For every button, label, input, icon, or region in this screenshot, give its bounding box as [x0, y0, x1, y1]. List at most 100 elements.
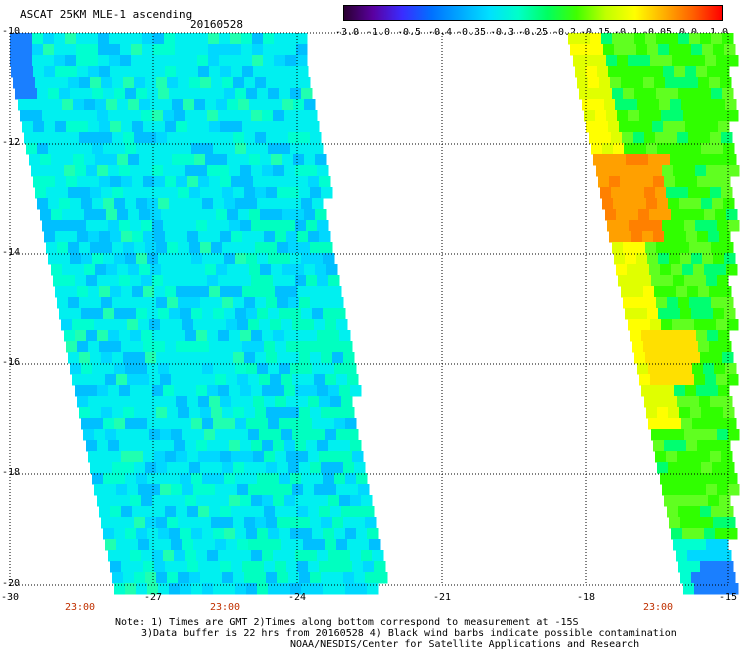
- swath-cell: [717, 275, 729, 287]
- swath-cell: [154, 121, 166, 133]
- swath-cell: [284, 495, 296, 507]
- swath-cell: [180, 418, 192, 430]
- swath-cell: [224, 308, 236, 320]
- swath-cell: [673, 429, 685, 441]
- swath-cell: [716, 55, 728, 67]
- swath-cell: [596, 165, 608, 177]
- swath-cell: [176, 506, 188, 518]
- swath-cell: [152, 330, 164, 342]
- swath-cell: [198, 176, 210, 188]
- swath-cell: [259, 374, 271, 386]
- swath-cell: [326, 264, 338, 276]
- swath-cell: [165, 396, 177, 408]
- swath-cell: [582, 99, 594, 111]
- swath-cell: [317, 495, 329, 507]
- swath-cell: [253, 341, 265, 353]
- swath-cell: [84, 99, 96, 111]
- swath-cell: [719, 440, 731, 452]
- swath-cell: [699, 132, 711, 144]
- swath-cell: [270, 429, 282, 441]
- swath-cell: [66, 231, 78, 243]
- swath-cell: [698, 550, 710, 562]
- swath-cell: [679, 407, 691, 419]
- swath-cell: [130, 330, 142, 342]
- swath-cell: [263, 55, 275, 67]
- swath-cell: [158, 253, 170, 265]
- swath-cell: [233, 242, 245, 254]
- swath-cell: [714, 363, 726, 375]
- swath-cell: [317, 330, 329, 342]
- swath-cell: [187, 66, 199, 78]
- swath-cell: [575, 66, 587, 78]
- swath-cell: [297, 231, 309, 243]
- swath-cell: [304, 209, 316, 221]
- swath-cell: [684, 484, 696, 496]
- swath-cell: [149, 539, 161, 551]
- swath-cell: [606, 55, 618, 67]
- swath-cell: [586, 121, 598, 133]
- swath-cell: [219, 55, 231, 67]
- swath-cell: [222, 517, 234, 529]
- swath-cell: [178, 297, 190, 309]
- swath-cell: [262, 275, 274, 287]
- swath-cell: [167, 572, 179, 584]
- swath-cell: [204, 429, 216, 441]
- swath-cell: [637, 99, 649, 111]
- swath-cell: [674, 66, 686, 78]
- swath-cell: [145, 132, 157, 144]
- swath-cell: [106, 264, 118, 276]
- swath-cell: [271, 264, 283, 276]
- swath-cell: [638, 264, 650, 276]
- swath-cell: [301, 363, 313, 375]
- swath-cell: [716, 583, 728, 595]
- swath-cell: [341, 341, 353, 353]
- swath-cell: [608, 66, 620, 78]
- swath-cell: [721, 396, 733, 408]
- swath-cell: [147, 473, 159, 485]
- swath-cell: [202, 583, 214, 595]
- swath-cell: [185, 330, 197, 342]
- swath-cell: [253, 121, 265, 133]
- swath-cell: [222, 462, 234, 474]
- swath-cell: [97, 220, 109, 232]
- swath-cell: [605, 209, 617, 221]
- swath-cell: [53, 165, 65, 177]
- swath-cell: [663, 121, 675, 133]
- swath-cell: [303, 429, 315, 441]
- swath-cell: [141, 220, 153, 232]
- swath-cell: [123, 462, 135, 474]
- swath-cell: [253, 66, 265, 78]
- swath-cell: [724, 572, 736, 584]
- swath-cell: [178, 132, 190, 144]
- swath-cell: [227, 154, 239, 166]
- swath-cell: [273, 495, 285, 507]
- swath-cell: [704, 264, 716, 276]
- swath-cell: [229, 385, 241, 397]
- swath-cell: [231, 561, 243, 573]
- swath-cell: [215, 484, 227, 496]
- swath-cell: [116, 374, 128, 386]
- swath-cell: [75, 110, 87, 122]
- swath-cell: [681, 99, 693, 111]
- swath-cell: [312, 253, 324, 265]
- swath-cell: [593, 154, 605, 166]
- swath-cell: [726, 528, 738, 540]
- swath-cell: [180, 143, 192, 155]
- swath-cell: [229, 550, 241, 562]
- swath-cell: [277, 407, 289, 419]
- swath-cell: [670, 363, 682, 375]
- swath-cell: [705, 110, 717, 122]
- swath-cell: [264, 66, 276, 78]
- swath-cell: [677, 396, 689, 408]
- swath-cell: [200, 407, 212, 419]
- swath-cell: [178, 242, 190, 254]
- swath-cell: [707, 66, 719, 78]
- swath-cell: [631, 176, 643, 188]
- swath-cell: [661, 110, 673, 122]
- swath-cell: [150, 99, 162, 111]
- swath-cell: [697, 231, 709, 243]
- swath-cell: [145, 187, 157, 199]
- swath-cell: [240, 110, 252, 122]
- swath-cell: [112, 77, 124, 89]
- swath-cell: [299, 187, 311, 199]
